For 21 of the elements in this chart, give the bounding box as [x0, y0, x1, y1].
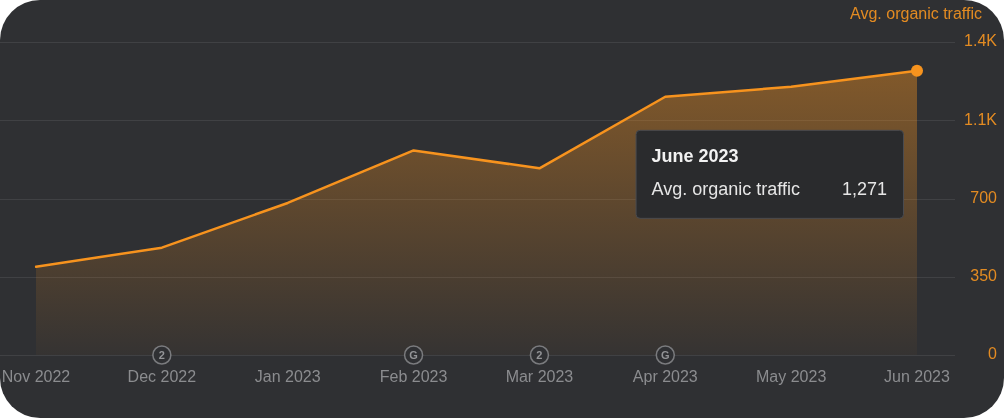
y-tick-label: 1.4K: [964, 32, 998, 50]
annotation: G: [409, 348, 418, 361]
x-tick-label: Apr 2023: [632, 368, 698, 386]
annotation: G: [661, 348, 670, 361]
x-tick-label: Jun 2023: [884, 368, 951, 386]
x-tick-label: May 2023: [756, 368, 827, 386]
annotation: June 2023: [651, 145, 739, 166]
y-tick-label: 0: [988, 345, 998, 363]
y-tick-label: 1.1K: [964, 110, 998, 128]
x-tick-label: Dec 2022: [127, 368, 197, 386]
y-tick-label: 350: [970, 267, 998, 285]
y-axis-title: Avg. organic traffic: [651, 178, 800, 199]
annotation: 1,271: [841, 178, 887, 199]
annotation: 2: [536, 348, 543, 361]
text: Avg. organic traffic: [850, 5, 982, 23]
x-tick-label: Nov 2022: [1, 368, 71, 386]
x-tick-label: Mar 2023: [505, 368, 574, 386]
x-tick-label: Jan 2023: [254, 368, 321, 386]
y-tick-label: 700: [970, 188, 998, 206]
x-tick-label: Feb 2023: [379, 368, 448, 386]
annotation: 2: [158, 348, 165, 361]
